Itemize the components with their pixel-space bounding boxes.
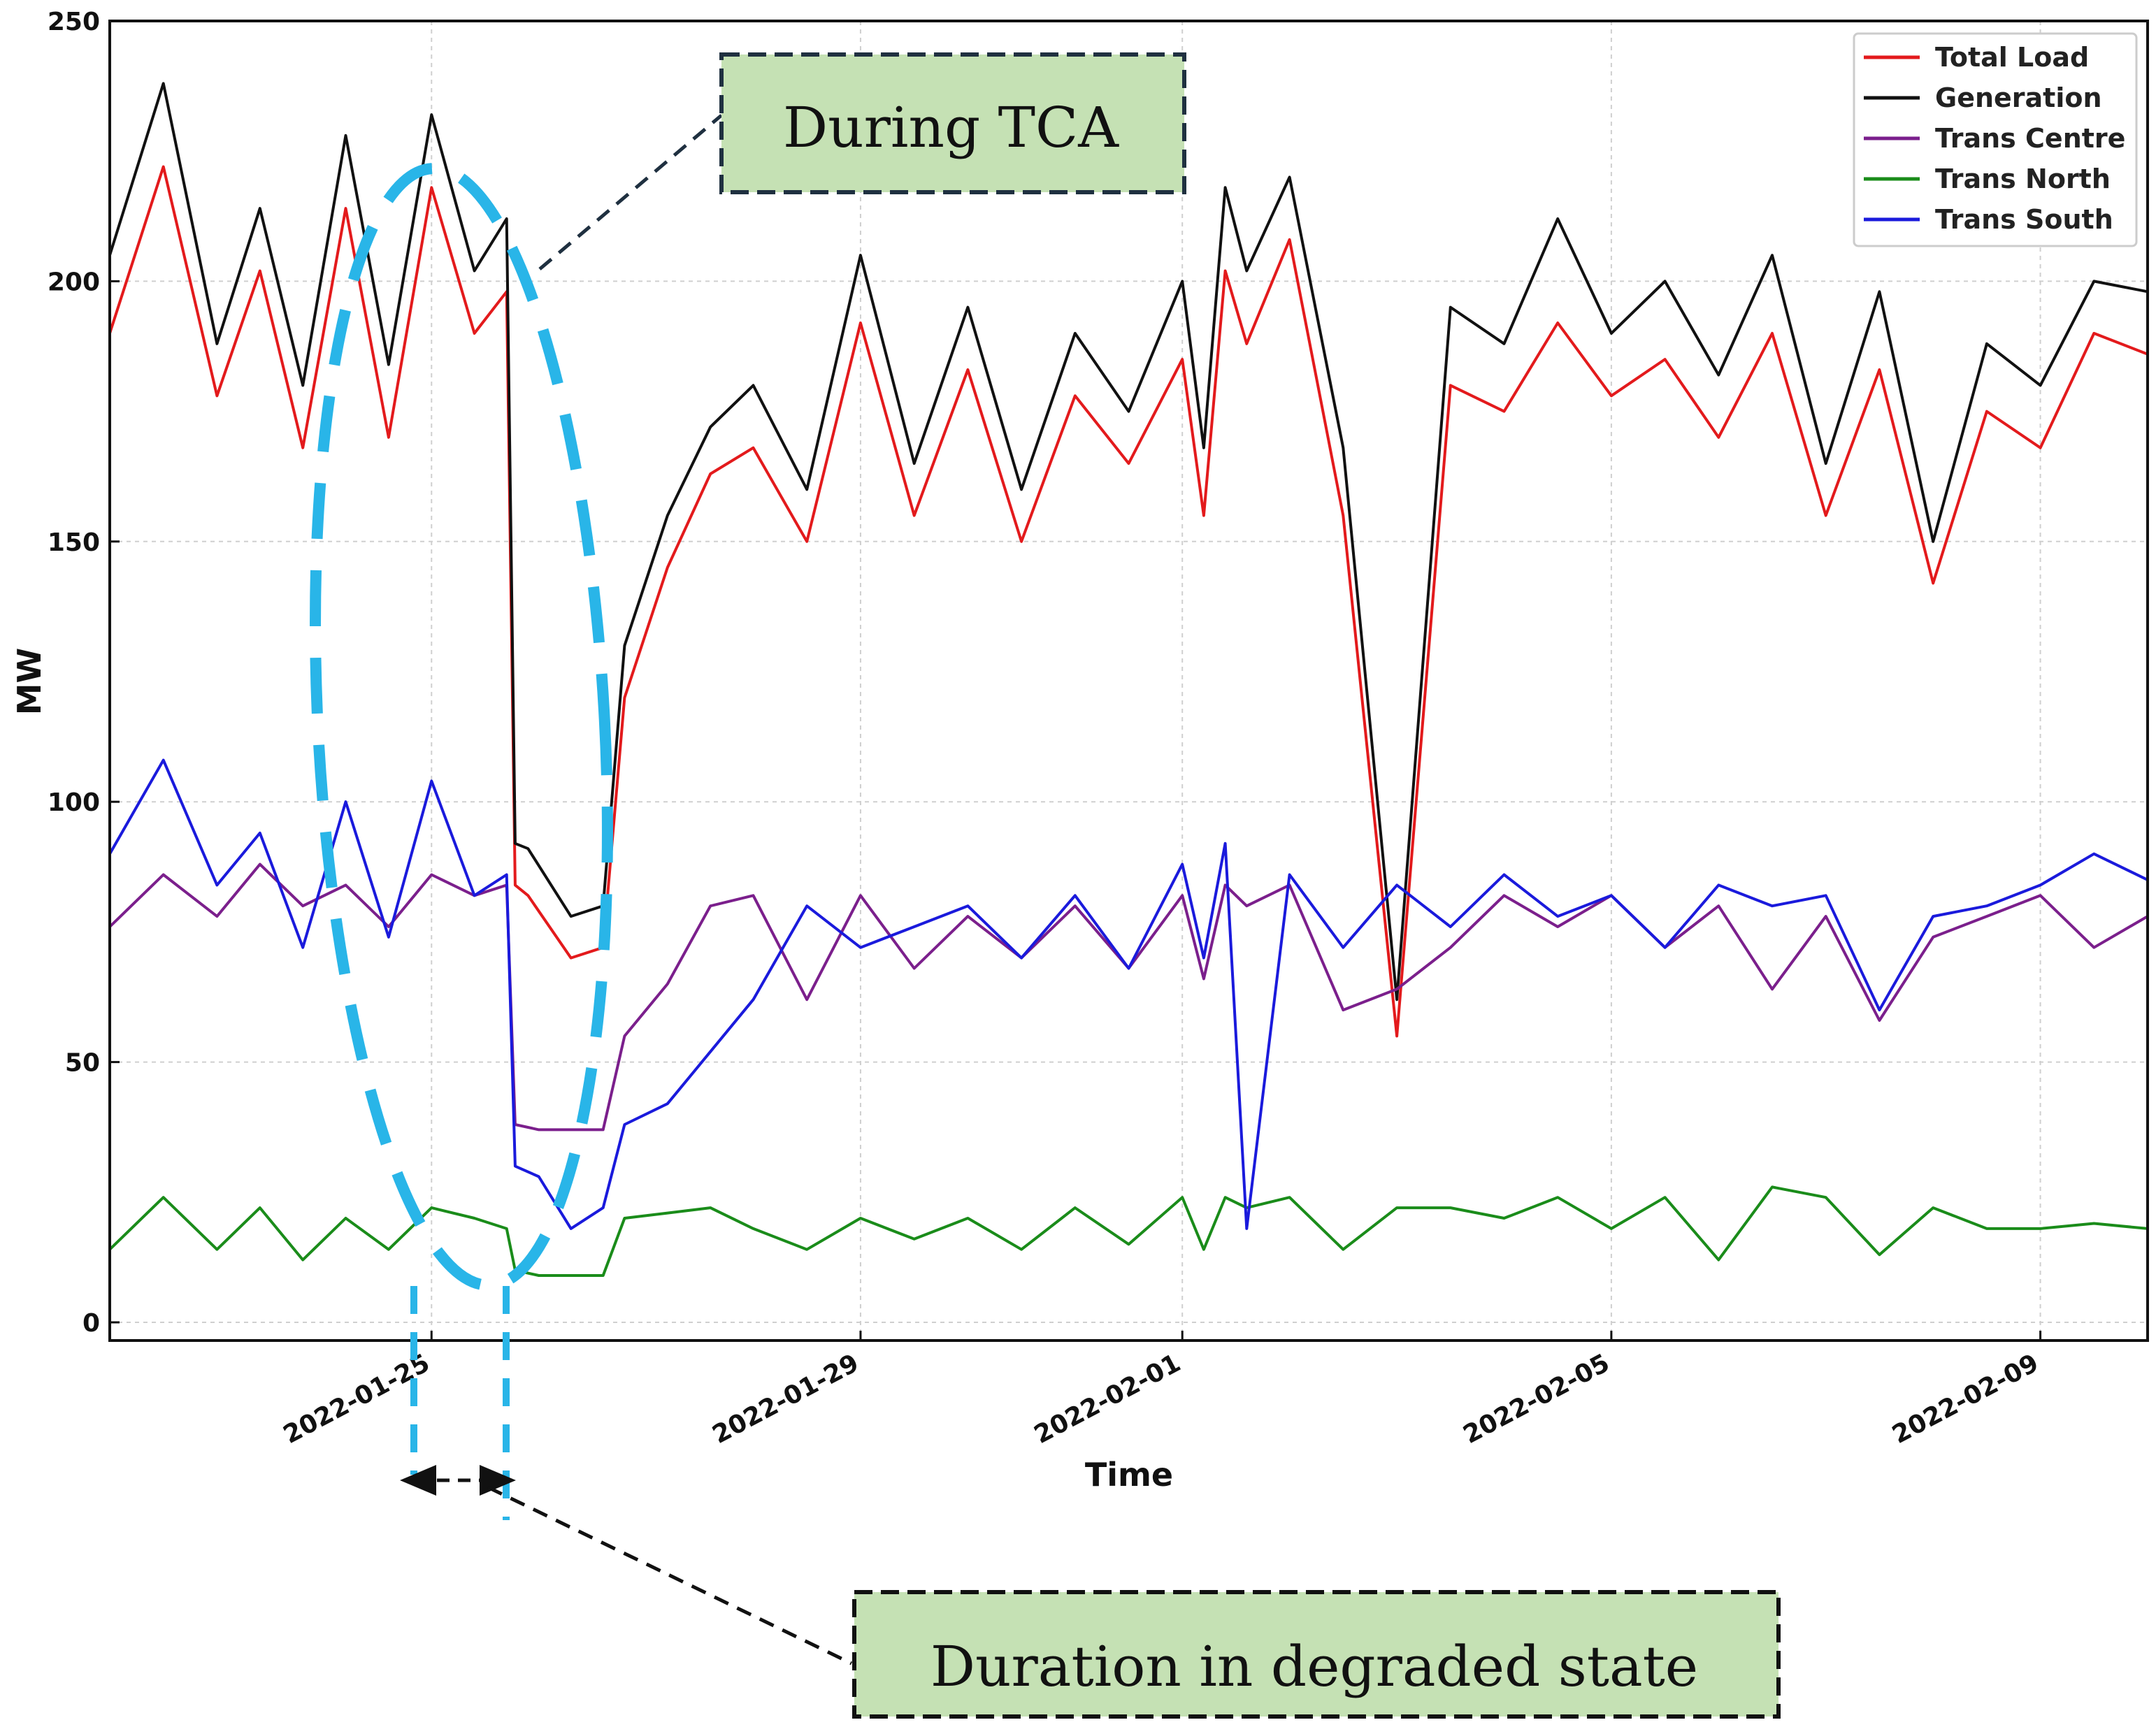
series-lines	[108, 82, 2149, 1277]
tca-callout-label: During TCA	[783, 95, 1119, 160]
x-axis-title: Time	[1085, 1456, 1173, 1494]
plot-frame	[108, 20, 2149, 1342]
degraded-leader-line	[487, 1485, 853, 1665]
legend-label-trans-centre: Trans Centre	[1935, 123, 2125, 154]
y-tick-label: 0	[82, 1309, 100, 1338]
y-axis-title: MW	[10, 648, 48, 716]
y-tick-label: 250	[48, 8, 100, 36]
grid	[110, 20, 2148, 1341]
y-tick-label: 50	[65, 1049, 100, 1078]
tca-callout-box	[719, 52, 1186, 194]
legend: Total Load Generation Trans Centre Trans No…	[1853, 32, 2138, 247]
y-tick-label: 100	[48, 788, 100, 817]
y-axis: 0 50 100 150 200 250	[48, 8, 120, 1338]
legend-label-trans-north: Trans North	[1935, 164, 2111, 194]
legend-label-trans-south: Trans South	[1935, 204, 2113, 235]
legend-label-total-load: Total Load	[1935, 42, 2089, 73]
series-line-trans-north	[108, 1185, 2148, 1277]
series-line-total-load	[108, 165, 2148, 1038]
legend-label-generation: Generation	[1935, 82, 2102, 113]
degraded-callout-box	[852, 1590, 1781, 1719]
x-axis: 2022-01-25 2022-01-29 2022-02-01 2022-02-05…	[279, 1331, 2043, 1450]
tca-leader-line	[538, 114, 723, 270]
legend-box	[1853, 32, 2138, 247]
x-tick-label: 2022-02-09	[1888, 1349, 2043, 1450]
x-tick-label: 2022-02-01	[1030, 1349, 1186, 1450]
tca-highlight-ellipse	[310, 163, 613, 1291]
y-tick-label: 150	[48, 528, 100, 557]
y-tick-label: 200	[48, 268, 100, 296]
series-line-trans-centre	[108, 862, 2149, 1132]
degraded-callout-label: Duration in degraded state	[930, 1634, 1698, 1699]
series-line-generation	[108, 82, 2148, 1002]
duration-arrow-left-icon	[400, 1465, 436, 1496]
series-line-trans-south	[108, 758, 2148, 1230]
x-tick-label: 2022-02-05	[1459, 1349, 1615, 1450]
x-tick-label: 2022-01-29	[708, 1349, 864, 1450]
